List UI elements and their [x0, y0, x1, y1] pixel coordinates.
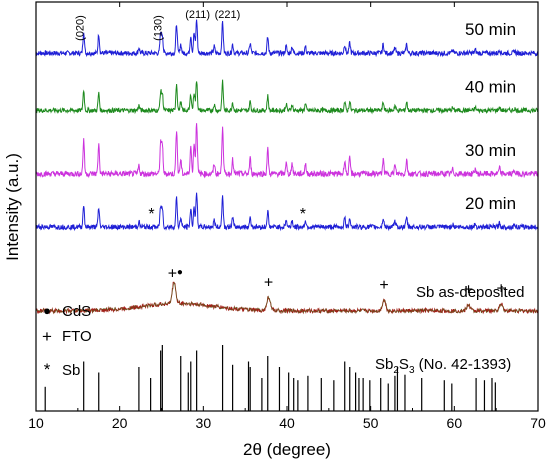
legend-symbol-fto: + — [42, 327, 52, 346]
x-tick-label: 60 — [447, 415, 463, 431]
hkl-label: (221) — [215, 9, 241, 21]
x-axis-label: 2θ (degree) — [243, 440, 331, 459]
x-tick-label: 10 — [28, 415, 44, 431]
hkl-label: (211) — [185, 9, 210, 21]
x-tick-label: 20 — [112, 415, 128, 431]
series-layer — [35, 19, 539, 315]
peak-marker: + — [168, 266, 177, 283]
peak-marker: ● — [177, 267, 183, 278]
legend-label-fto: FTO — [62, 328, 92, 345]
series-trace — [35, 123, 539, 179]
reference-stick-pattern — [44, 345, 496, 411]
hkl-label-layer: (020) (130) (211) (221) — [75, 9, 241, 41]
peak-marker: + — [497, 280, 506, 297]
series-label: 40 min — [465, 77, 516, 96]
marker-layer: * *●++ + + + — [148, 206, 506, 299]
hkl-label: (130) — [153, 15, 165, 41]
legend-label-sb: Sb — [62, 362, 80, 379]
x-tick-label: 70 — [530, 415, 546, 431]
peak-marker: + — [379, 277, 388, 294]
peak-marker: + — [264, 274, 273, 291]
x-tick-label: 50 — [363, 415, 379, 431]
x-tick-label: 40 — [279, 415, 295, 431]
series-label: Sb as-deposited — [416, 284, 524, 301]
reference-label: Sb2S3 (No. 42-1393) — [375, 356, 511, 376]
peak-marker: * — [148, 206, 154, 223]
x-tick-label: 30 — [196, 415, 212, 431]
legend-label-cds: CdS — [62, 303, 91, 320]
y-axis-label: Intensity (a.u.) — [3, 153, 22, 261]
series-label: 20 min — [465, 194, 516, 213]
series-label-layer: 50 min 40 min 30 min 20 min Sb as-deposited — [416, 20, 524, 301]
hkl-label: (020) — [75, 15, 87, 41]
series-trace — [35, 19, 539, 58]
series-trace — [35, 192, 539, 232]
legend-symbol-sb: * — [44, 360, 51, 379]
plot-frame — [35, 1, 539, 412]
series-label: 50 min — [465, 20, 516, 39]
peak-marker: * — [300, 206, 306, 223]
x-axis-ticks: 10 20 30 40 50 60 70 — [28, 2, 546, 431]
phase-legend: ● CdS + FTO * Sb — [42, 303, 92, 379]
series-label: 30 min — [465, 141, 516, 160]
series-trace — [35, 79, 539, 115]
peak-marker: + — [464, 282, 473, 299]
legend-symbol-cds: ● — [43, 303, 51, 318]
series-trace-fit — [35, 282, 539, 314]
